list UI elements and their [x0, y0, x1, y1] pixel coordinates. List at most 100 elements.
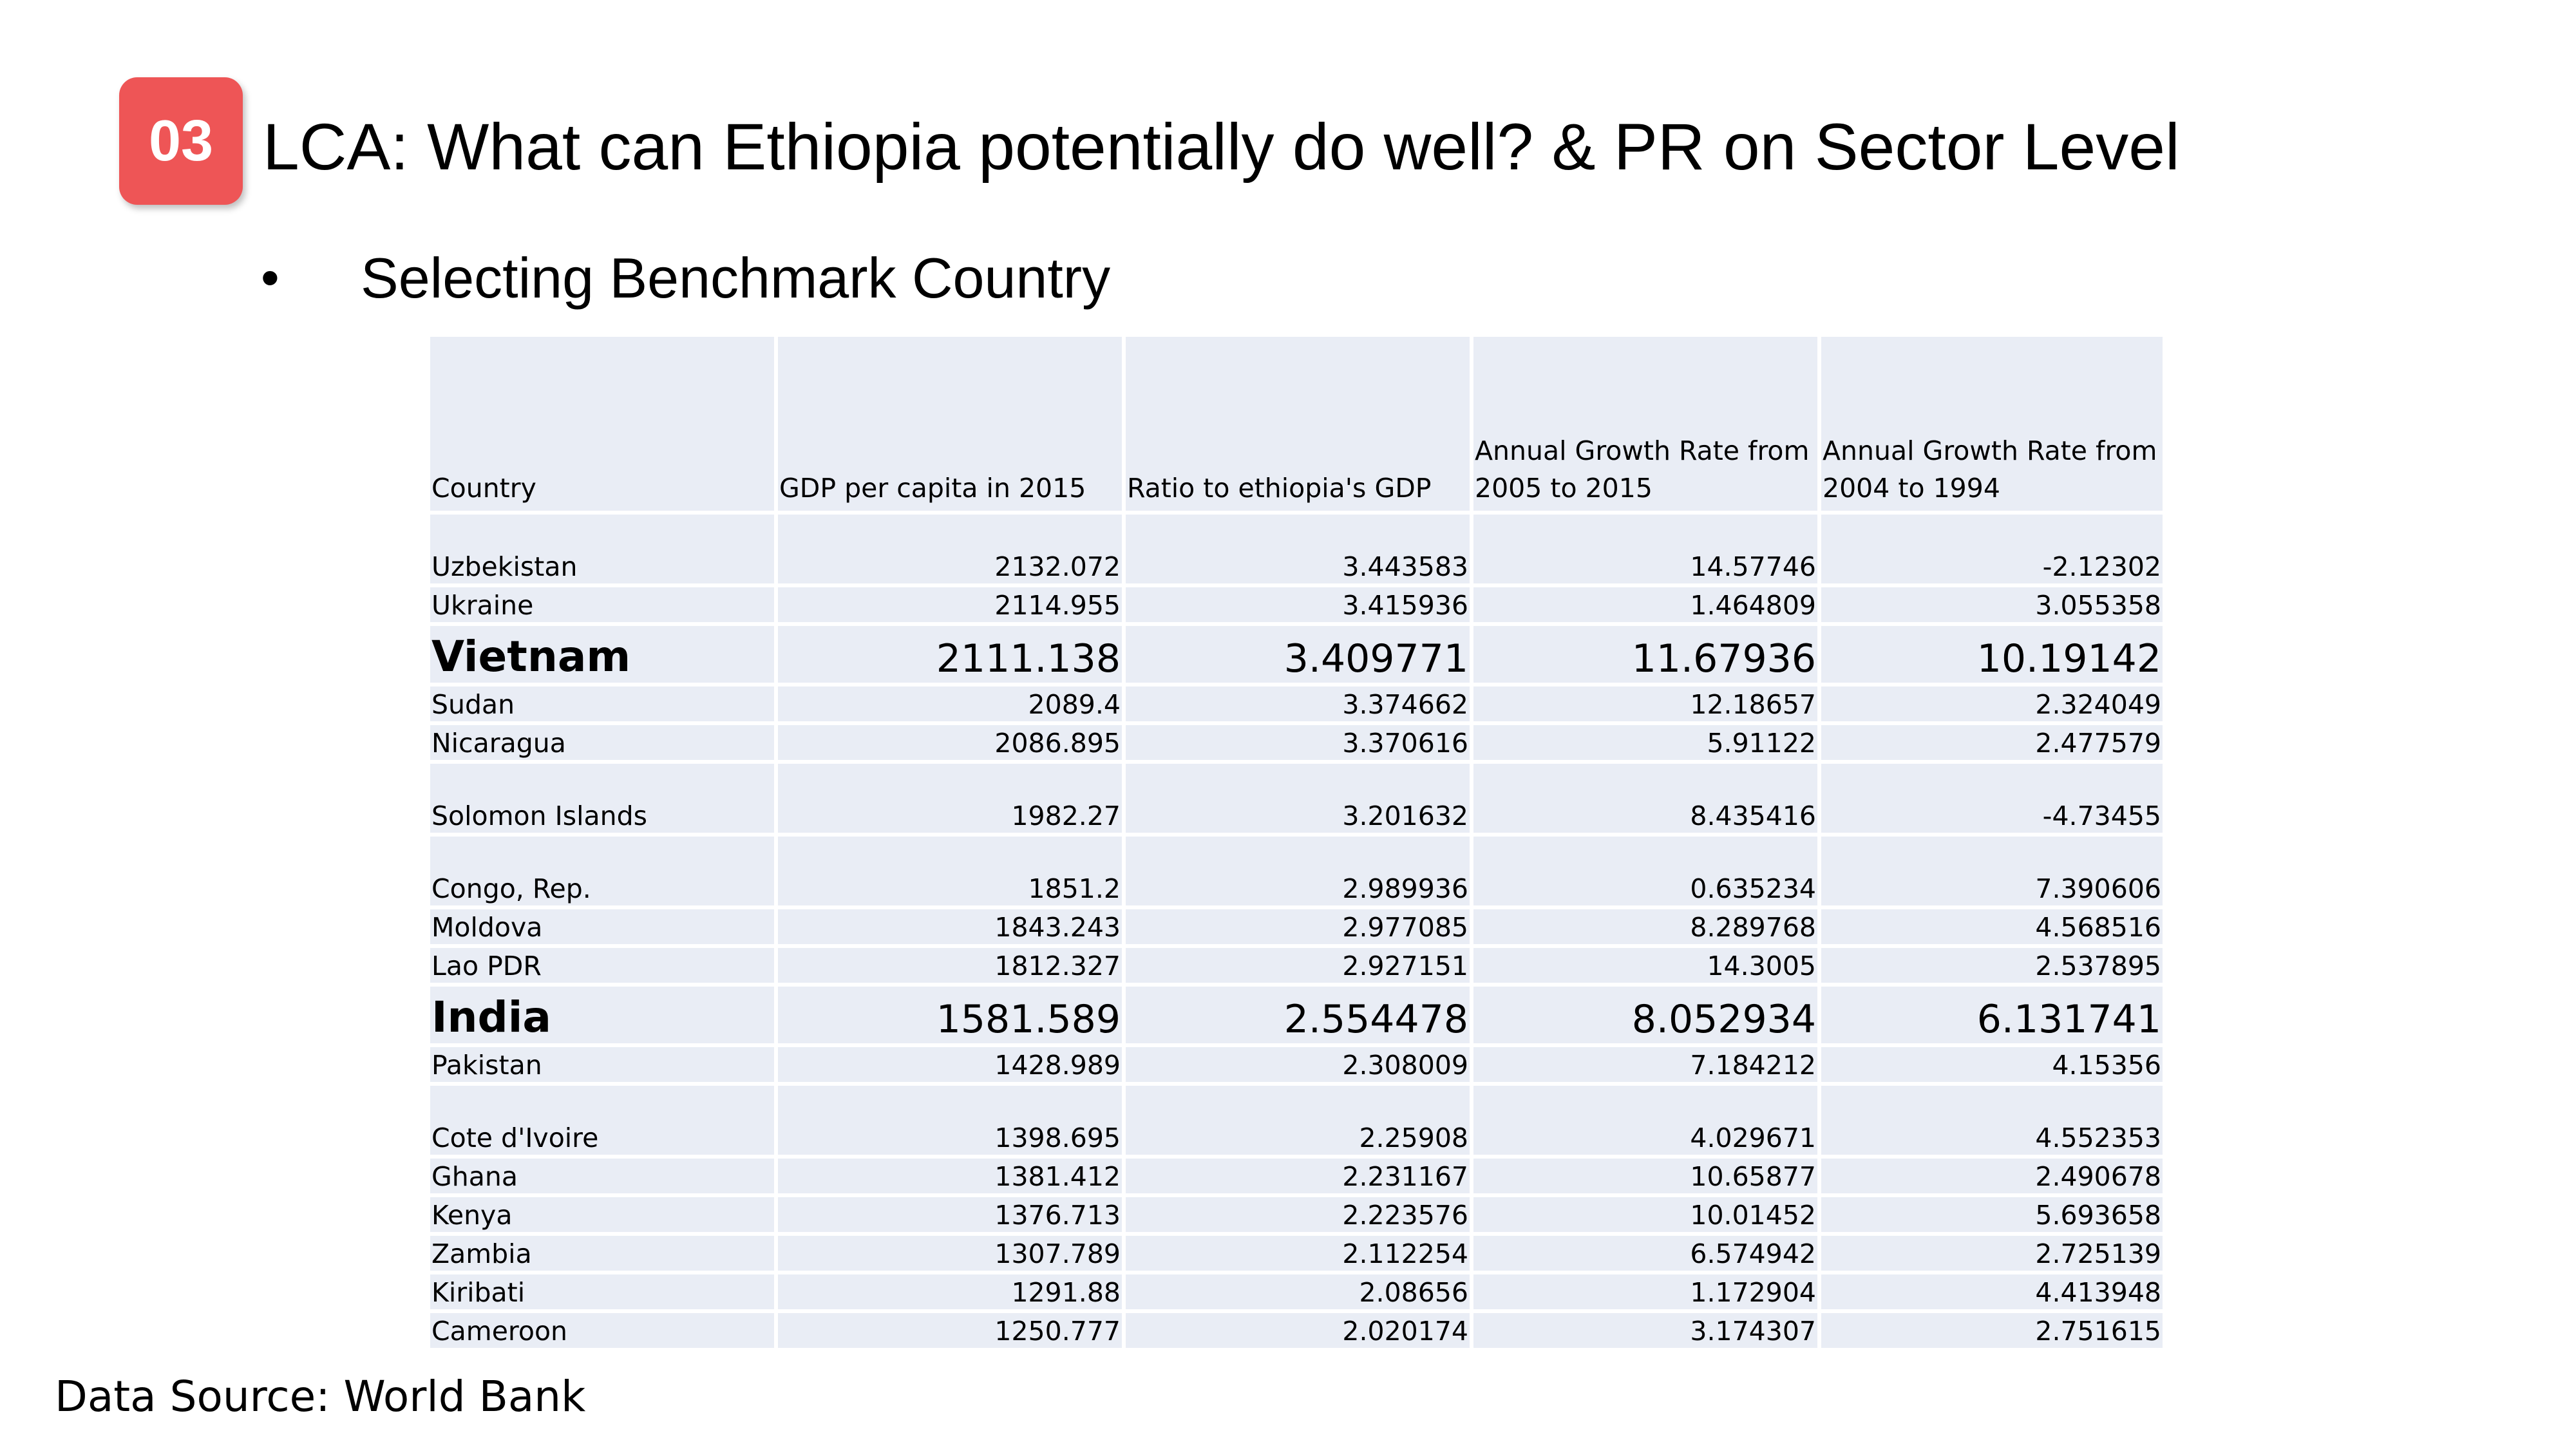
- table-row: Vietnam 2111.138 3.409771 11.67936 10.19142: [430, 626, 2163, 687]
- cell-growth-1994-2004: 2.725139: [2035, 1238, 2161, 1269]
- cell-gdp: 1291.88: [778, 1274, 1126, 1309]
- cell-growth-2005-2015: 10.65877: [1473, 1159, 1821, 1193]
- cell-country: Nicaragua: [430, 725, 778, 760]
- cell-country: Kenya: [430, 1197, 778, 1232]
- cell-growth-1994-2004: 4.413948: [2035, 1277, 2161, 1308]
- cell-gdp: 2086.895: [778, 725, 1126, 760]
- cell-growth-1994-2004: 6.131741: [1976, 997, 2161, 1042]
- cell-country: Sudan: [430, 687, 778, 721]
- cell-growth-2005-2015: 5.91122: [1473, 725, 1821, 760]
- cell-country: Moldova: [430, 909, 778, 944]
- table-row: Nicaragua 2086.895 3.370616 5.91122 2.477579: [430, 725, 2163, 764]
- table-row: Moldova 1843.243 2.977085 8.289768 4.568516: [430, 909, 2163, 948]
- cell-growth-2005-2015: 0.635234: [1473, 837, 1821, 905]
- table-row: Cote d'Ivoire 1398.695 2.25908 4.029671 4.55…: [430, 1086, 2163, 1159]
- slide-title: LCA: What can Ethiopia potentially do we…: [263, 110, 2180, 184]
- bullet-text: Selecting Benchmark Country: [361, 246, 1111, 310]
- cell-gdp: 1982.27: [778, 764, 1126, 833]
- cell-growth-1994-2004: 10.19142: [1976, 636, 2161, 681]
- cell-gdp: 1376.713: [778, 1197, 1126, 1232]
- cell-country: India: [430, 987, 778, 1043]
- table-header-row: Country GDP per capita in 2015 Ratio to …: [430, 337, 2163, 515]
- cell-ratio: 3.415936: [1126, 587, 1473, 622]
- cell-gdp: 1307.789: [778, 1236, 1126, 1271]
- section-number-badge: 03: [119, 77, 243, 205]
- cell-growth-1994-2004: 7.390606: [2035, 873, 2161, 904]
- table-row: Zambia 1307.789 2.112254 6.574942 2.725139: [430, 1236, 2163, 1274]
- cell-country: Congo, Rep.: [430, 837, 778, 905]
- cell-country: Pakistan: [430, 1047, 778, 1082]
- cell-ratio: 2.308009: [1126, 1047, 1473, 1082]
- cell-gdp: 1398.695: [778, 1086, 1126, 1155]
- header-gdp: GDP per capita in 2015: [778, 337, 1126, 511]
- cell-growth-2005-2015: 1.172904: [1473, 1274, 1821, 1309]
- table-row: Sudan 2089.4 3.374662 12.18657 2.324049: [430, 687, 2163, 725]
- table-row: Ghana 1381.412 2.231167 10.65877 2.490678: [430, 1159, 2163, 1197]
- cell-growth-1994-2004: -4.73455: [2042, 800, 2161, 831]
- cell-gdp: 1428.989: [778, 1047, 1126, 1082]
- cell-country: Kiribati: [430, 1274, 778, 1309]
- cell-country: Ghana: [430, 1159, 778, 1193]
- cell-country: Ukraine: [430, 587, 778, 622]
- cell-country: Cote d'Ivoire: [430, 1086, 778, 1155]
- cell-growth-1994-2004: 2.477579: [2035, 728, 2161, 759]
- header-country: Country: [430, 337, 778, 511]
- cell-gdp: 1581.589: [778, 987, 1126, 1043]
- cell-ratio: 2.989936: [1126, 837, 1473, 905]
- table-row: Congo, Rep. 1851.2 2.989936 0.635234 7.39060…: [430, 837, 2163, 909]
- cell-growth-2005-2015: 14.3005: [1473, 948, 1821, 983]
- cell-ratio: 2.977085: [1126, 909, 1473, 944]
- table-row: Pakistan 1428.989 2.308009 7.184212 4.15356: [430, 1047, 2163, 1086]
- cell-growth-2005-2015: 10.01452: [1473, 1197, 1821, 1232]
- table-row: Kiribati 1291.88 2.08656 1.172904 4.413948: [430, 1274, 2163, 1313]
- cell-country: Uzbekistan: [430, 515, 778, 583]
- cell-gdp: 2089.4: [778, 687, 1126, 721]
- cell-gdp: 1250.777: [778, 1313, 1126, 1348]
- cell-growth-1994-2004: 2.751615: [2035, 1316, 2161, 1347]
- cell-growth-2005-2015: 1.464809: [1473, 587, 1821, 622]
- cell-ratio: 2.231167: [1126, 1159, 1473, 1193]
- cell-ratio: 2.25908: [1126, 1086, 1473, 1155]
- cell-growth-2005-2015: 6.574942: [1473, 1236, 1821, 1271]
- cell-growth-2005-2015: 3.174307: [1473, 1313, 1821, 1348]
- cell-growth-1994-2004: 2.490678: [2035, 1161, 2161, 1192]
- cell-growth-1994-2004: 2.537895: [2035, 951, 2161, 981]
- cell-country: Lao PDR: [430, 948, 778, 983]
- cell-ratio: 2.020174: [1126, 1313, 1473, 1348]
- header-ratio: Ratio to ethiopia's GDP: [1126, 337, 1473, 511]
- cell-growth-2005-2015: 4.029671: [1473, 1086, 1821, 1155]
- table-row: Uzbekistan 2132.072 3.443583 14.57746 -2.123…: [430, 515, 2163, 587]
- table-body: Uzbekistan 2132.072 3.443583 14.57746 -2.123…: [430, 515, 2163, 1352]
- cell-growth-1994-2004: 4.15356: [2052, 1050, 2161, 1081]
- cell-ratio: 2.08656: [1126, 1274, 1473, 1309]
- table-row: Kenya 1376.713 2.223576 10.01452 5.693658: [430, 1197, 2163, 1236]
- cell-ratio: 3.370616: [1126, 725, 1473, 760]
- cell-growth-1994-2004: -2.12302: [2042, 551, 2161, 582]
- cell-growth-1994-2004: 4.552353: [2035, 1122, 2161, 1153]
- cell-growth-2005-2015: 8.435416: [1473, 764, 1821, 833]
- benchmark-table: Country GDP per capita in 2015 Ratio to …: [430, 337, 2163, 1352]
- cell-country: Zambia: [430, 1236, 778, 1271]
- cell-growth-1994-2004: 2.324049: [2035, 689, 2161, 720]
- cell-gdp: 2111.138: [778, 626, 1126, 683]
- cell-gdp: 1843.243: [778, 909, 1126, 944]
- cell-ratio: 2.223576: [1126, 1197, 1473, 1232]
- cell-growth-2005-2015: 8.052934: [1473, 987, 1821, 1043]
- cell-growth-2005-2015: 8.289768: [1473, 909, 1821, 944]
- table-row: Cameroon 1250.777 2.020174 3.174307 2.751615: [430, 1313, 2163, 1352]
- cell-growth-2005-2015: 11.67936: [1473, 626, 1821, 683]
- cell-ratio: 3.374662: [1126, 687, 1473, 721]
- cell-gdp: 1851.2: [778, 837, 1126, 905]
- data-source-note: Data Source: World Bank: [55, 1372, 586, 1421]
- cell-growth-1994-2004: 4.568516: [2035, 912, 2161, 943]
- cell-gdp: 1812.327: [778, 948, 1126, 983]
- table-row: India 1581.589 2.554478 8.052934 6.131741: [430, 987, 2163, 1047]
- table-row: Lao PDR 1812.327 2.927151 14.3005 2.537895: [430, 948, 2163, 987]
- cell-country: Vietnam: [430, 626, 778, 683]
- cell-ratio: 2.554478: [1126, 987, 1473, 1043]
- header-growth-1994-2004: Annual Growth Rate from 2004 to 1994: [1823, 435, 2157, 504]
- cell-gdp: 1381.412: [778, 1159, 1126, 1193]
- table-row: Ukraine 2114.955 3.415936 1.464809 3.055358: [430, 587, 2163, 626]
- cell-ratio: 3.409771: [1126, 626, 1473, 683]
- cell-growth-2005-2015: 7.184212: [1473, 1047, 1821, 1082]
